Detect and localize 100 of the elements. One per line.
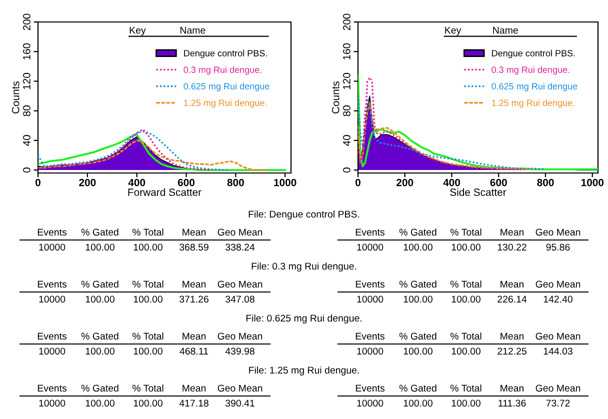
- text: 142.40: [544, 296, 572, 303]
- category-label: Events: [38, 332, 67, 340]
- category-label: Geo Mean: [218, 332, 262, 340]
- text: 10000: [39, 244, 66, 251]
- text: 100.00: [86, 244, 114, 251]
- text: 212.25: [498, 348, 526, 355]
- annotation: Key: [445, 26, 462, 36]
- x-tick-label: 0: [36, 178, 40, 186]
- x-tick-label: 1000: [274, 178, 296, 186]
- legend-label: 1.25 mg Rui dengue.: [184, 99, 266, 108]
- text: 100.00: [86, 348, 114, 355]
- category-label: % Total: [450, 332, 482, 340]
- category-label: Events: [356, 332, 385, 340]
- text: 10000: [357, 348, 384, 355]
- text: 144.03: [544, 348, 572, 355]
- category-label: Mean: [182, 384, 206, 392]
- category-label: Geo Mean: [218, 228, 262, 236]
- text: 10000: [39, 348, 66, 355]
- text: 347.08: [226, 296, 254, 303]
- y-tick-label: 80: [343, 105, 350, 116]
- x-tick-label: 800: [537, 178, 554, 186]
- text: 100.00: [134, 244, 162, 251]
- category-label: % Gated: [81, 280, 118, 288]
- category-label: Events: [356, 228, 385, 236]
- y-tick-label: 160: [343, 43, 350, 60]
- x-tick-label: 1000: [581, 178, 604, 186]
- category-label: % Gated: [399, 280, 436, 288]
- text: 368.59: [180, 244, 208, 251]
- y-axis-title: Counts: [332, 81, 340, 114]
- category-label: Geo Mean: [536, 280, 580, 288]
- category-label: Mean: [182, 332, 206, 340]
- x-tick-label: 0: [356, 178, 360, 186]
- y-tick-label: 160: [23, 43, 30, 60]
- text: 226.14: [498, 296, 527, 303]
- x-tick-label: 200: [79, 178, 96, 186]
- y-axis-title: Counts: [12, 81, 20, 114]
- category-label: % Total: [132, 280, 164, 288]
- annotation: Name: [493, 26, 518, 34]
- text: 371.26: [180, 296, 208, 303]
- category-label: % Total: [132, 332, 164, 340]
- annotation: Key: [130, 26, 146, 36]
- category-label: Events: [356, 280, 385, 288]
- text: 100.00: [404, 400, 432, 407]
- legend-label: Dengue control PBS.: [184, 50, 267, 58]
- category-label: Mean: [182, 228, 206, 236]
- category-label: Mean: [500, 280, 524, 288]
- text: 100.00: [86, 400, 114, 407]
- x-tick-label: 600: [178, 178, 195, 186]
- category-label: % Gated: [81, 228, 118, 236]
- category-label: % Total: [132, 228, 164, 236]
- category-label: Mean: [500, 228, 524, 236]
- category-label: Events: [38, 280, 67, 288]
- text: 100.00: [134, 400, 162, 407]
- y-tick-label: 200: [23, 14, 30, 30]
- text: 390.41: [226, 400, 254, 407]
- text: 10000: [39, 296, 66, 303]
- text: 100.00: [404, 348, 432, 355]
- y-tick-label: 40: [343, 135, 350, 146]
- category-label: % Gated: [399, 332, 436, 340]
- y-tick-label: 0: [23, 168, 30, 173]
- x-tick-label: 200: [396, 178, 414, 186]
- text: File: Dengue control PBS.: [248, 210, 360, 220]
- legend-label: 0.625 mg Rui dengue: [184, 82, 270, 92]
- x-tick-label: 600: [490, 178, 507, 186]
- text: File: 0.625 mg Rui dengue.: [246, 314, 362, 324]
- text: 100.00: [404, 244, 432, 251]
- category-label: Events: [356, 384, 385, 392]
- category-label: Events: [38, 384, 67, 392]
- text: 111.36: [498, 400, 526, 407]
- category-label: Geo Mean: [218, 384, 262, 392]
- line-series: [38, 140, 268, 171]
- text: 100.00: [134, 296, 162, 303]
- text: 468.11: [180, 348, 208, 355]
- legend-label: 1.25 mg Rui dengue.: [492, 99, 574, 108]
- category-label: Mean: [182, 280, 206, 288]
- y-tick-label: 120: [23, 72, 30, 90]
- x-axis-title: Forward Scatter: [128, 188, 202, 196]
- text: 10000: [357, 296, 384, 303]
- y-tick-label: 40: [23, 135, 30, 146]
- text: File: 0.3 mg Rui dengue.: [252, 262, 356, 272]
- category-label: Geo Mean: [536, 384, 580, 392]
- text: 100.00: [452, 400, 480, 407]
- legend-label: Dengue control PBS.: [492, 50, 575, 58]
- x-axis-title: Side Scatter: [450, 188, 506, 196]
- category-label: Events: [38, 228, 67, 236]
- text: 73.72: [546, 400, 570, 407]
- text: 10000: [357, 400, 384, 407]
- category-label: % Gated: [399, 384, 436, 392]
- category-label: % Total: [450, 384, 482, 392]
- legend-label: 0.3 mg Rui dengue.: [184, 66, 262, 75]
- category-label: Mean: [500, 332, 524, 340]
- x-tick-label: 800: [227, 178, 244, 186]
- text: 100.00: [452, 296, 480, 303]
- y-tick-label: 0: [343, 168, 350, 173]
- text: 338.24: [226, 244, 255, 251]
- x-tick-label: 400: [443, 178, 460, 186]
- y-tick-label: 200: [343, 14, 350, 30]
- legend-label: 0.3 mg Rui dengue.: [492, 66, 570, 75]
- x-tick-label: 400: [128, 178, 146, 186]
- text: 130.22: [498, 244, 526, 251]
